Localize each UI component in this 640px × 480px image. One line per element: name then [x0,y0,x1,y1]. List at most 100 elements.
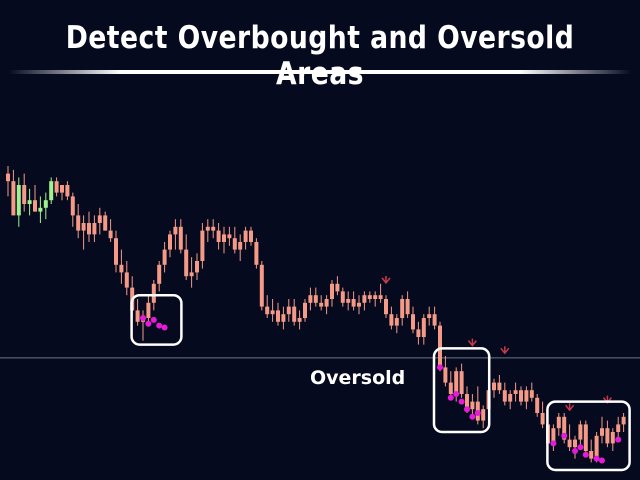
oversold-dot [447,394,454,401]
candle-body [108,230,113,239]
candle-body [297,318,302,322]
candle-body [249,230,253,242]
candle-body [551,428,556,444]
oversold-dot [599,457,605,464]
candle-body [303,302,307,318]
candle-body [481,409,486,421]
candle-body [529,390,534,398]
candle-layer [6,166,626,463]
candle-body [508,394,513,402]
oversold-highlight-box [130,293,183,346]
candle-body [281,314,286,322]
candle-body [265,306,270,315]
signal-arrow-layer [381,275,612,412]
candle-body [594,435,599,459]
candle-body [616,424,621,432]
oversold-dot [582,451,589,458]
oversold-dot-layer [140,315,622,464]
title-underline [8,70,632,74]
candle-body [605,428,610,444]
candle-body [178,226,183,250]
candle-body [146,302,151,318]
candle-body [427,314,432,318]
candle-body [438,325,442,368]
candle-body [421,318,426,337]
oversold-dot [577,444,584,451]
signal-arrow-icon [467,338,477,347]
oversold-dot [161,324,168,331]
candle-body [583,424,588,451]
candle-body [114,238,118,265]
candle-body [157,264,162,284]
oversold-dot [156,322,163,329]
candle-body [11,181,16,216]
candle-body [211,226,216,231]
page-title: Detect Overbought and Oversold Areas [65,20,575,92]
candle-body [222,234,226,242]
candle-body [33,200,37,212]
candle-body [259,264,264,307]
candle-body [448,382,453,394]
candle-body [519,390,523,402]
candle-body [513,390,518,394]
candle-body [27,200,32,204]
candle-body [562,416,567,440]
signal-arrow-icon [500,346,510,355]
candle-body [362,295,367,303]
candle-body [232,238,237,250]
oversold-dot [458,398,465,405]
candle-body [335,283,340,292]
signal-arrow-icon [565,403,575,412]
candle-body [405,299,410,315]
candle-body [70,196,75,216]
candle-body [135,310,140,322]
oversold-dot [469,413,476,420]
candle-body [373,295,378,299]
candle-body [54,181,59,193]
candle-body [97,215,102,223]
highlight-zone-layer [130,293,631,472]
oversold-dot [615,436,622,443]
candle-body [340,291,345,303]
candle-body [184,249,189,277]
candle-body [443,367,448,383]
candle-body [621,416,626,425]
candle-body [313,295,318,303]
oversold-dot [437,364,443,371]
candle-body [502,390,507,402]
candle-body [411,314,415,330]
candle-body [227,234,232,239]
candle-body [254,242,259,265]
candle-body [162,249,167,265]
candle-body [324,299,329,307]
oversold-highlight-box [546,400,631,472]
candle-body [389,314,394,326]
oversold-dot [145,320,152,327]
candle-body [492,382,496,391]
candle-body [378,295,383,299]
oversold-dot [561,432,568,439]
oversold-dot [140,315,146,321]
candle-body [286,306,291,315]
candle-body [384,299,388,315]
candle-body [49,181,54,201]
oversold-dot [474,410,481,416]
candle-body [200,230,205,261]
oversold-dot [572,448,578,454]
candle-body [367,295,372,299]
candle-body [346,299,351,303]
candle-body [173,226,178,235]
candle-body [103,215,108,231]
candle-body [589,451,594,459]
candle-body [168,234,172,250]
candle-body [535,397,540,413]
candle-body [319,302,324,307]
candle-body [459,371,464,394]
oversold-dot [464,406,470,413]
candle-body [432,314,437,326]
candle-body [394,318,399,326]
candle-body [573,439,577,448]
candle-body [124,272,129,288]
candle-body [76,215,81,231]
